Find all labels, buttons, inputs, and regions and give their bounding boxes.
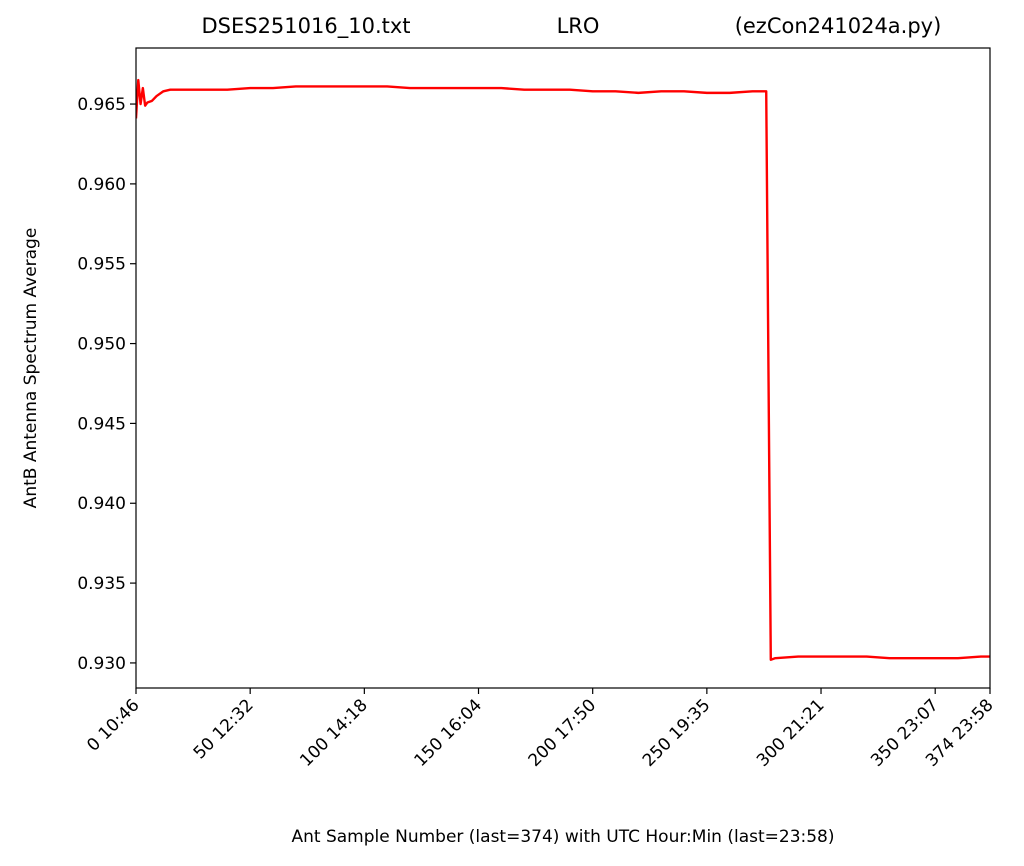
plot-frame	[135, 47, 991, 689]
y-tick-label: 0.940	[77, 494, 126, 514]
y-tick-label: 0.955	[77, 255, 126, 275]
y-tick-label: 0.965	[77, 95, 126, 115]
y-tick-label: 0.960	[77, 175, 126, 195]
title-file: DSES251016_10.txt	[201, 14, 410, 39]
y-tick-label: 0.935	[77, 574, 126, 594]
y-tick-label: 0.930	[77, 654, 126, 674]
y-tick-label: 0.950	[77, 335, 126, 355]
title-station: LRO	[557, 14, 600, 38]
y-axis-label: AntB Antenna Spectrum Average	[21, 228, 41, 509]
data-line	[136, 78, 990, 661]
y-tick-label: 0.945	[77, 414, 126, 434]
title-script: (ezCon241024a.py)	[735, 14, 942, 38]
x-axis-label: Ant Sample Number (last=374) with UTC Ho…	[291, 827, 834, 847]
